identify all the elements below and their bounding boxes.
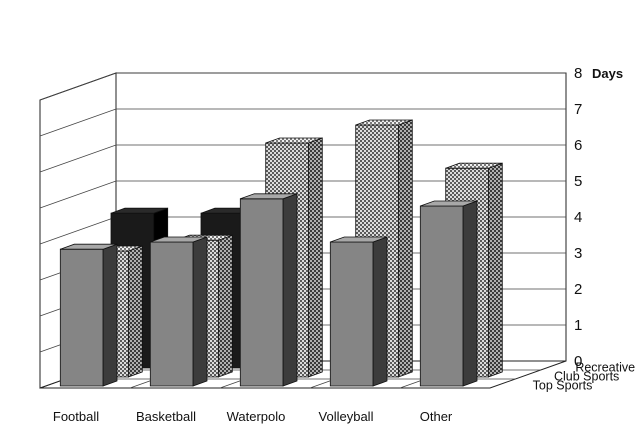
bar-front-face (59, 248, 104, 387)
bar-top-face (110, 207, 168, 214)
bar-top-sports-basketball (149, 236, 208, 387)
gridline (39, 108, 566, 137)
y-tick-label: 3 (574, 245, 582, 262)
labels-group: 0 1 2 3 4 5 6 7 8 Days Football Basketball Waterpolo… (53, 65, 635, 424)
bar-top-face (150, 236, 208, 243)
bar-side-face (307, 137, 323, 378)
bar-top-sports-waterpolo (239, 193, 298, 387)
y-unit-label: Days (592, 66, 623, 81)
y-tick-label: 5 (574, 173, 582, 190)
bar-top-sports-football (59, 243, 118, 387)
bar-front-face (329, 241, 374, 387)
y-tick-label: 0 (574, 353, 582, 370)
y-tick-label: 7 (574, 101, 582, 118)
category-label: Football (53, 409, 99, 424)
category-label: Basketball (136, 409, 196, 424)
y-tick-label: 8 (574, 65, 582, 82)
bar-top-face (240, 193, 298, 200)
category-label: Other (420, 409, 453, 424)
bar-top-sports-other (419, 200, 478, 387)
bar-side-face (217, 234, 233, 378)
bar-top-face (265, 137, 323, 144)
bar-front-face (239, 198, 284, 387)
bar-top-face (445, 162, 503, 169)
gridline (39, 144, 566, 173)
bar-side-face (397, 119, 413, 378)
series-label: Top Sports (533, 379, 593, 393)
y-tick-label: 4 (574, 209, 582, 226)
bar-side-face (372, 236, 388, 387)
series-label: Recreative (575, 361, 635, 375)
bar-side-face (282, 193, 298, 387)
bar-side-face (102, 243, 118, 387)
bar-side-face (192, 236, 208, 387)
category-label: Waterpolo (227, 409, 286, 424)
bar-top-face (420, 200, 478, 207)
y-tick-label: 2 (574, 281, 582, 298)
category-label: Volleyball (319, 409, 374, 424)
bar-front-face (419, 205, 464, 387)
gridline (39, 72, 566, 101)
series-label: Club Sports (554, 370, 619, 384)
y-tick-label: 6 (574, 137, 582, 154)
bars-group (59, 119, 503, 387)
bar-front-face (149, 241, 194, 387)
y-tick-label: 1 (574, 317, 582, 334)
bar-top-face (355, 119, 413, 126)
bar-side-face (127, 245, 143, 378)
gridline (39, 180, 566, 209)
bar-top-face (330, 236, 388, 243)
bar-side-face (487, 162, 503, 378)
bar-top-sports-volleyball (329, 236, 388, 387)
bar-side-face (462, 200, 478, 387)
bar-top-face (60, 243, 118, 250)
